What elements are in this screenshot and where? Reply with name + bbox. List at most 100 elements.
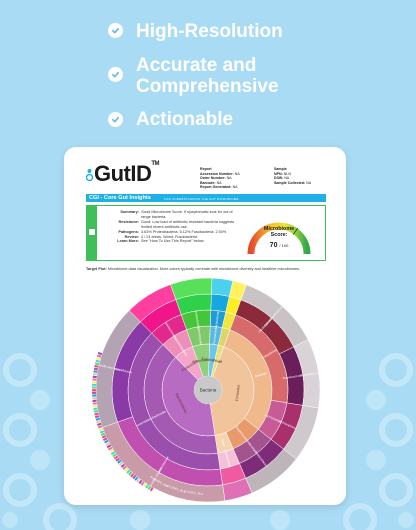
sunburst-fringe: [106, 444, 112, 449]
sunburst-fringe: [112, 453, 117, 458]
sunburst-label: Lachnospirales: [264, 413, 285, 425]
sunburst-fringe: [134, 476, 139, 481]
sunburst-fringe: [136, 478, 141, 483]
sunburst-label: Prevotellaceae: [112, 366, 133, 374]
sunburst-label: Prevotella copri: [300, 370, 321, 377]
sunburst-fringe: [132, 474, 137, 480]
sunburst-fringe: [97, 422, 102, 426]
sunburst-fringe: [115, 457, 120, 462]
sunburst-label: Lactobacillales: [223, 449, 232, 470]
sunburst-fringe: [97, 351, 103, 356]
report-meta: Report Accession Number: NA Order Number:…: [200, 167, 240, 190]
meta-row: NPN: NLN: [274, 171, 291, 176]
sunburst-label: Fusobacteriia: [212, 326, 218, 345]
report-card: GutIDTM Report Accession Number: NA Order…: [64, 147, 346, 505]
sunburst-fringe: [96, 357, 101, 361]
feature-item: Actionable: [108, 109, 233, 130]
target-plot-caption: Target Plot: Microbiome data visualizati…: [86, 267, 301, 271]
feature-label: Actionable: [136, 109, 234, 130]
meta-row: Sample Collected: NA: [274, 180, 312, 185]
sunburst-fringe: [105, 442, 110, 446]
summary-line: Pathogens: 3.63% Proteobacteria: 5.12% Fu…: [118, 229, 227, 234]
sunburst-label: Prevotella stercorea: [93, 362, 120, 372]
sunburst-fringe: [92, 383, 97, 386]
sunburst-fringe: [92, 378, 97, 381]
section-header: CGI - Core Gut Insights FOR UNDERSTANDIN…: [86, 194, 326, 202]
logo-mark-icon: [86, 169, 93, 182]
sunburst-fringe: [94, 412, 99, 416]
sunburst-fringe: [92, 394, 97, 397]
sunburst-fringe: [107, 446, 113, 451]
check-icon: [108, 23, 123, 38]
section-title: CGI - Core Gut Insights: [89, 195, 151, 201]
section-subtitle: FOR UNDERSTANDING THE GUT MICROBIOME: [164, 196, 239, 201]
sunburst-fringe: [126, 469, 131, 474]
sunburst-fringe: [93, 367, 99, 371]
sunburst-fringe: [130, 473, 135, 478]
summary-line: Resistome: Good: Low load of antibiotic r…: [118, 219, 235, 229]
summary-line: Learn More: See "How To Use This Report" …: [117, 239, 205, 244]
sunburst-fringe: [95, 359, 100, 363]
feature-label: Accurate and Comprehensive: [136, 55, 279, 97]
sunburst-fringe: [122, 465, 127, 470]
logo-text: GutID: [94, 161, 152, 186]
meta-row: Accession Number: NA: [200, 171, 240, 176]
gutid-logo: GutIDTM: [86, 161, 160, 187]
summary-lines: Summary: Good Microbiome Score. If sympto…: [101, 210, 235, 244]
score-label: Microbiome Score:: [263, 226, 295, 238]
sample-meta: Sample NPN: NLN DOB: NA Sample Collected: …: [274, 167, 311, 185]
sunburst-fringe: [97, 425, 103, 429]
sunburst-label: Firmicutes: [235, 384, 241, 401]
sunburst-label: Bifidobacteriales: [194, 308, 201, 331]
sunburst-label: Ruminococcaceae: [282, 373, 307, 381]
feature-label: High-Resolution: [136, 21, 283, 42]
sunburst-fringe: [142, 482, 147, 488]
sunburst-label: Clostridia: [254, 371, 267, 378]
sunburst-fringe: [92, 399, 97, 403]
sample-heading: Sample: [274, 167, 287, 171]
sunburst-fringe: [140, 481, 145, 486]
sunburst-fringe: [138, 479, 143, 485]
sunburst-label: Actinomycetia: [196, 326, 203, 345]
sunburst-outer-label: OTU0221_86.4: [184, 489, 204, 496]
summary-line: Review: 4 / 24 areas. Worst: Fusobacteria: [124, 234, 198, 239]
sunburst-fringe: [102, 437, 108, 442]
sunburst-fringe: [94, 362, 100, 366]
sunburst-segment: [229, 280, 247, 301]
sunburst-fringe: [92, 386, 97, 389]
sunburst-label: Bacteroidia: [151, 409, 166, 419]
sunburst-fringe: [94, 415, 100, 419]
meta-row: Order Number: NA: [200, 176, 232, 181]
sunburst-fringe: [92, 402, 97, 405]
sunburst-fringe: [118, 461, 124, 466]
sunburst-fringe: [92, 372, 98, 376]
sunburst-fringe: [93, 407, 98, 411]
sunburst-fringe: [117, 459, 122, 464]
sunburst-fringe: [92, 375, 97, 379]
microbiome-sunburst: FirmicutesBacteroidetesProteobacteriaAct…: [92, 277, 322, 502]
sunburst-fringe: [93, 410, 99, 413]
meta-row: DOB: NA: [274, 176, 290, 181]
check-icon: [108, 67, 123, 82]
sunburst-fringe: [113, 455, 119, 460]
sunburst-fringe: [120, 463, 125, 468]
sunburst-segment: [211, 277, 234, 297]
sunburst-fringe: [110, 451, 116, 456]
sunburst-fringe: [145, 484, 150, 489]
sunburst-center-label: Bacteria: [200, 388, 217, 393]
sunburst-fringe: [149, 486, 154, 492]
summary-box: Summary: Good Microbiome Score. If sympto…: [86, 205, 326, 261]
sunburst-label: Fusobacteria: [201, 357, 222, 364]
sunburst-fringe: [96, 354, 102, 358]
sunburst-fringe: [98, 427, 104, 432]
feature-item: Accurate and Comprehensive: [108, 55, 316, 97]
sunburst-fringe: [104, 439, 109, 444]
sunburst-fringe: [95, 417, 101, 421]
sunburst-fringe: [109, 448, 114, 453]
sunburst-label: Other: [212, 358, 223, 365]
meta-row: Report Generated: NA: [200, 185, 238, 190]
meta-row: Barcode: NA: [200, 180, 222, 185]
sunburst-label: Bacteroidales: [135, 416, 153, 428]
sunburst-fringe: [92, 391, 97, 394]
